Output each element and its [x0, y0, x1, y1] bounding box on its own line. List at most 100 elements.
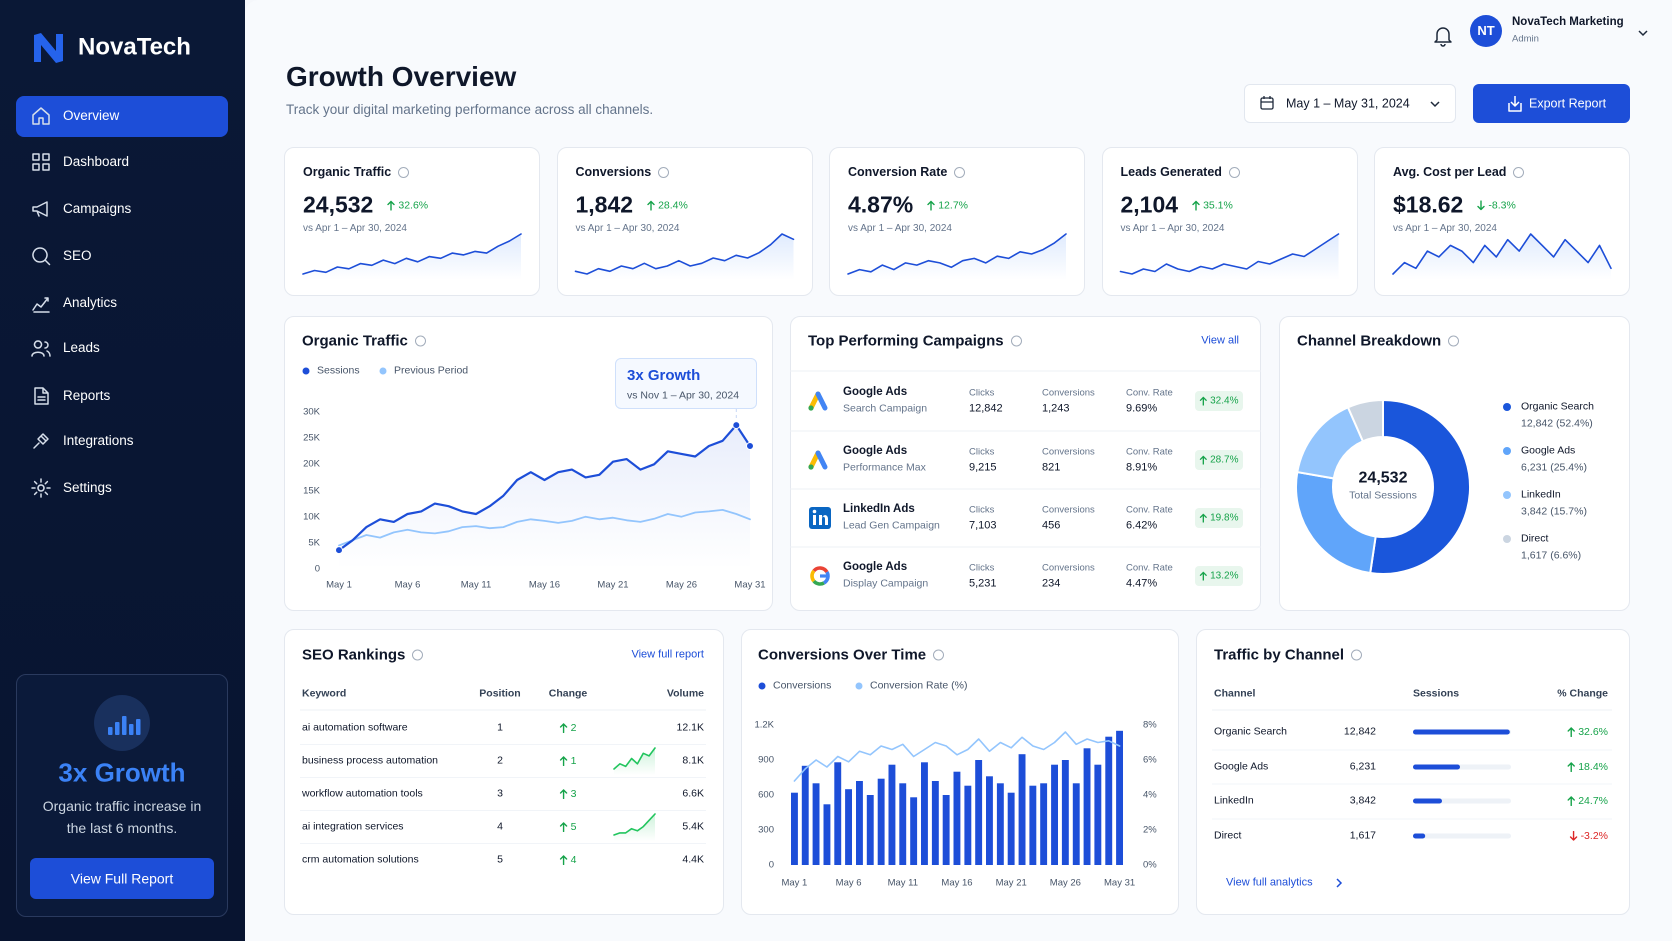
bar — [834, 762, 842, 865]
x-tick-label: May 11 — [460, 579, 492, 591]
change-arrow — [559, 723, 568, 733]
view-analytics-link[interactable]: View full analytics — [1226, 876, 1313, 889]
change-cell: 1 — [559, 755, 577, 767]
legend-dot — [855, 682, 863, 690]
bar — [823, 804, 831, 865]
nav-item[interactable]: Campaigns — [63, 200, 132, 216]
change-value: 28.4% — [658, 199, 688, 211]
promo-button-label[interactable]: View Full Report — [70, 870, 174, 887]
nav-item[interactable]: Dashboard — [63, 153, 130, 169]
change-value: -3.2% — [1580, 830, 1608, 842]
position: 1 — [497, 721, 503, 734]
change-cell: 13.2% — [1199, 571, 1238, 582]
arrow-shape — [559, 723, 568, 733]
legend-dot — [1503, 491, 1511, 499]
point-marker — [746, 442, 754, 451]
cell-value: 7,103 — [969, 519, 997, 532]
card — [1196, 629, 1630, 915]
cell-value: 9.69% — [1126, 402, 1158, 415]
legend-label: Direct — [1521, 532, 1549, 545]
kpi-row: 24,532 32.6% — [303, 192, 428, 219]
nav-item[interactable]: Overview — [63, 107, 120, 123]
change-arrow — [1567, 727, 1575, 737]
kpi-compare: vs Apr 1 – Apr 30, 2024 — [303, 223, 407, 234]
view-all-link[interactable]: View all — [1201, 334, 1239, 347]
change-cell: 3 — [559, 788, 576, 800]
legend-dot — [1503, 447, 1511, 455]
change-cell: 32.4% — [1199, 396, 1238, 407]
change: 5 — [559, 821, 577, 833]
bar — [888, 764, 896, 865]
icon-shape — [31, 340, 51, 357]
bar — [921, 762, 928, 865]
arrow-shape — [1192, 200, 1200, 210]
brand-name: NovaTech — [78, 33, 191, 61]
change: 13.2% — [1199, 571, 1238, 582]
legend-label: Previous Period — [394, 364, 469, 377]
nav-item[interactable]: Leads — [63, 339, 100, 355]
cell-value: 6.42% — [1126, 519, 1158, 532]
card-title: Organic Traffic — [303, 165, 392, 179]
nav-active[interactable] — [16, 96, 228, 137]
keyword: ai automation software — [302, 721, 408, 734]
y2-tick-label: 0% — [1143, 859, 1157, 871]
change-value: 18.4% — [1578, 761, 1608, 773]
arrow-shape — [1567, 727, 1575, 737]
view-report-link[interactable]: View full report — [631, 648, 704, 661]
date-chevron — [1430, 101, 1440, 108]
nav-item[interactable]: Reports — [63, 387, 111, 403]
nav-item[interactable]: Analytics — [63, 294, 118, 310]
promo-icon-bar — [115, 722, 120, 735]
kpi-row: 2,104 35.1% — [1121, 192, 1233, 219]
volume: 12.1K — [676, 721, 704, 734]
info-icon — [933, 649, 945, 661]
bar — [1051, 764, 1058, 865]
card-title: Conversions Over Time — [758, 646, 927, 664]
change-value: 5 — [570, 821, 577, 833]
change-value: 32.6% — [1578, 726, 1608, 738]
y-tick-label: 1.2K — [754, 719, 774, 731]
change: -3.2% — [1569, 830, 1608, 842]
export-button[interactable] — [1473, 84, 1630, 123]
kpi-compare: vs Apr 1 – Apr 30, 2024 — [1393, 223, 1497, 234]
change: 1 — [559, 755, 577, 767]
info-icon — [1351, 649, 1363, 661]
nav-icon — [32, 201, 48, 217]
change-value: 1 — [570, 755, 577, 767]
info-icon — [1228, 166, 1240, 178]
bar — [942, 795, 950, 865]
icon-shape — [32, 153, 50, 171]
volume: 8.1K — [682, 754, 704, 767]
position: 2 — [497, 754, 503, 767]
date-picker[interactable] — [1244, 84, 1456, 123]
nav-item[interactable]: Integrations — [63, 432, 134, 448]
legend-value: 3,842 (15.7%) — [1521, 505, 1587, 518]
arrow-shape — [1567, 762, 1575, 772]
calendar-icon-top — [1261, 96, 1273, 103]
nav-item[interactable]: Settings — [63, 479, 112, 495]
icon-shape — [32, 201, 48, 217]
promo-button[interactable] — [30, 858, 214, 899]
volume: 5.4K — [682, 820, 704, 833]
x-tick-label: May 6 — [394, 579, 421, 591]
google-ads-icon — [808, 405, 814, 411]
point-marker — [335, 546, 343, 555]
export-label[interactable]: Export Report — [1529, 96, 1607, 111]
change-value: 32.6% — [398, 199, 429, 211]
x-tick-label: May 21 — [995, 877, 1027, 889]
change: 32.6% — [387, 199, 428, 211]
change: 24.7% — [1567, 795, 1608, 807]
nav-item[interactable]: SEO — [63, 247, 92, 263]
bar — [1105, 736, 1113, 865]
google-icon — [822, 571, 830, 585]
nav-icon — [31, 478, 51, 498]
change-cell: 4 — [559, 854, 576, 866]
bar — [910, 797, 918, 865]
nav-icon — [32, 247, 51, 266]
x-tick-label: May 21 — [597, 579, 629, 591]
date-range[interactable]: May 1 – May 31, 2024 — [1286, 96, 1410, 111]
y2-tick-label: 2% — [1143, 824, 1157, 836]
volume: 6.6K — [682, 787, 704, 800]
promo-text: Organic traffic increase in the last 6 m… — [42, 798, 202, 836]
cell-value: 456 — [1042, 519, 1061, 532]
